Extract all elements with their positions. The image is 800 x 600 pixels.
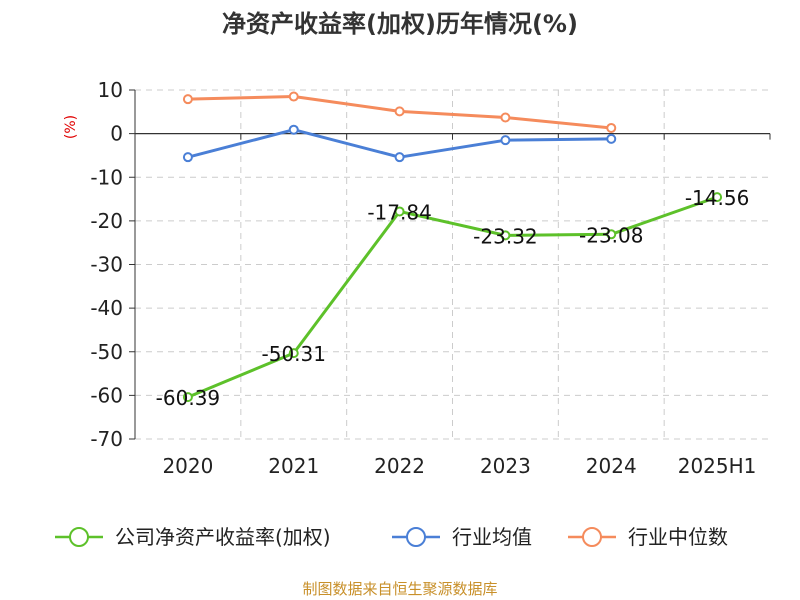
- data-point: [606, 122, 617, 133]
- data-label: -50.31: [262, 342, 326, 366]
- data-point: [394, 152, 405, 163]
- data-point: [394, 106, 405, 117]
- x-tick-label: 2022: [374, 454, 425, 478]
- y-tick-label: -20: [90, 209, 123, 233]
- legend-label: 行业中位数: [628, 525, 728, 549]
- legend-marker: [406, 527, 426, 547]
- data-label: -60.39: [156, 386, 220, 410]
- y-tick-label: -60: [90, 383, 123, 407]
- y-tick-label: -50: [90, 340, 123, 364]
- data-labels: -60.39 -50.31 -17.84 -23.32 -23.08 -14.56: [156, 186, 750, 410]
- data-point: [182, 152, 193, 163]
- data-point: [712, 192, 723, 203]
- x-tick-label: 2021: [268, 454, 319, 478]
- x-tick-labels: 2020 2021 2022 2023 2024 2025H1: [162, 454, 756, 478]
- legend-marker: [582, 527, 602, 547]
- legend: 公司净资产收益率(加权) 行业均值 行业中位数: [55, 525, 728, 549]
- legend-marker: [69, 527, 89, 547]
- y-tick-label: -70: [90, 427, 123, 451]
- data-point: [500, 230, 511, 241]
- x-tick-label: 2023: [480, 454, 531, 478]
- y-tick-label: -40: [90, 296, 123, 320]
- data-point: [500, 112, 511, 123]
- legend-label: 公司净资产收益率(加权): [115, 525, 331, 549]
- data-point: [288, 124, 299, 135]
- y-tick-label: -30: [90, 253, 123, 277]
- data-label: -23.32: [473, 224, 537, 248]
- chart-title: 净资产收益率(加权)历年情况(%): [222, 10, 578, 38]
- legend-label: 行业均值: [452, 525, 532, 549]
- data-point: [500, 135, 511, 146]
- y-tick-labels: 10 0 -10 -20 -30 -40 -50 -60 -70: [90, 78, 123, 451]
- data-label: -17.84: [367, 200, 431, 224]
- y-tick-label: -10: [90, 165, 123, 189]
- data-label: -23.08: [579, 223, 643, 247]
- x-tick-label: 2024: [586, 454, 637, 478]
- series-layer: [182, 91, 723, 403]
- data-point: [606, 133, 617, 144]
- data-point: [182, 94, 193, 105]
- data-point: [288, 348, 299, 359]
- grid-lines: [135, 89, 770, 440]
- data-point: [394, 206, 405, 217]
- axes: [129, 89, 771, 440]
- x-tick-label: 2025H1: [678, 454, 757, 478]
- x-tick-label: 2020: [162, 454, 213, 478]
- data-point: [182, 392, 193, 403]
- data-label: -14.56: [685, 186, 749, 210]
- series-line: [187, 195, 718, 399]
- source-note: 制图数据来自恒生聚源数据库: [302, 580, 497, 598]
- data-point: [606, 229, 617, 240]
- y-axis-unit: (%): [63, 115, 79, 139]
- y-tick-label: 10: [98, 78, 123, 102]
- data-point: [288, 91, 299, 102]
- y-tick-label: 0: [110, 122, 123, 146]
